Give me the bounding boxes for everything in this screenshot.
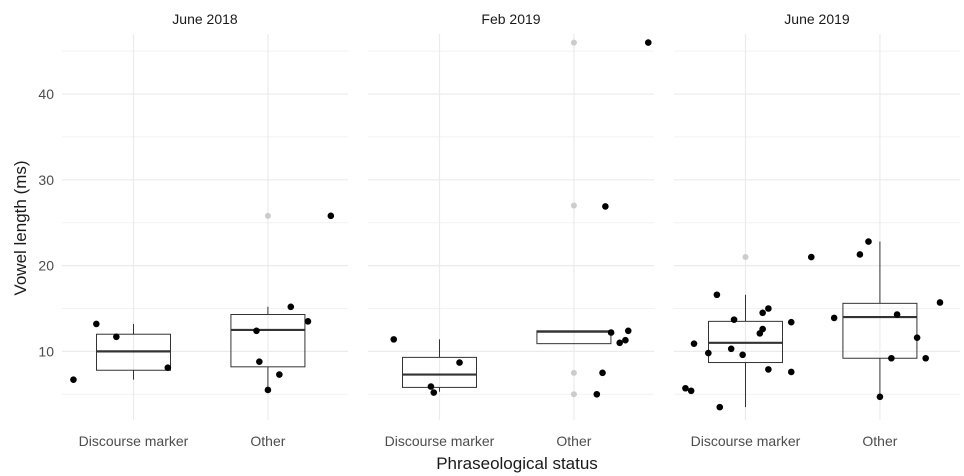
data-point	[759, 309, 766, 317]
data-point	[624, 327, 632, 335]
data-point	[705, 349, 712, 357]
data-point	[687, 387, 695, 395]
data-point	[616, 339, 623, 347]
data-point	[327, 212, 335, 220]
data-point	[113, 333, 120, 341]
data-point	[253, 327, 260, 335]
data-point	[593, 390, 601, 398]
data-point	[830, 314, 838, 322]
data-point	[716, 403, 724, 411]
data-point	[390, 336, 398, 343]
y-tick-label: 10	[38, 343, 54, 359]
data-point	[427, 383, 435, 390]
box	[230, 313, 306, 368]
data-point	[913, 334, 921, 341]
data-point	[599, 369, 606, 377]
outlier-point	[570, 391, 577, 398]
x-axis-title: Phraseological status	[436, 454, 598, 473]
data-point	[739, 351, 746, 359]
panel-2: Feb 2019 Discourse marker Other	[368, 11, 654, 449]
data-point	[644, 39, 652, 46]
box	[402, 356, 477, 388]
y-axis-title: Vowel length (ms)	[11, 160, 30, 295]
y-tick-label: 30	[38, 172, 54, 188]
data-point	[787, 318, 795, 326]
data-point	[856, 251, 864, 258]
data-point	[70, 376, 77, 383]
data-point	[727, 345, 735, 353]
data-point	[756, 330, 764, 337]
x-tick-label: Discourse marker	[385, 433, 495, 449]
y-axis: 10 20 30 40	[38, 86, 54, 359]
x-tick-label: Other	[556, 433, 591, 449]
data-point	[922, 354, 929, 362]
x-tick-label: Discourse marker	[79, 433, 189, 449]
box	[842, 302, 918, 359]
data-point	[893, 311, 901, 318]
data-point	[276, 371, 283, 378]
data-point	[256, 358, 263, 365]
outlier-point	[742, 254, 749, 261]
data-point	[607, 329, 615, 336]
panel-title: June 2019	[784, 11, 850, 27]
box-group	[682, 253, 815, 411]
data-point	[287, 303, 295, 311]
panels: June 2018 Discourse marker Other Feb 2019 Di…	[62, 11, 960, 449]
data-point	[876, 393, 884, 401]
data-point	[713, 291, 721, 299]
panel-3: June 2019 Discourse marker Other	[674, 11, 960, 449]
y-tick-label: 20	[38, 258, 54, 274]
data-point	[730, 316, 738, 323]
panel-title: June 2018	[172, 11, 238, 27]
outlier-point	[570, 39, 577, 46]
x-tick-label: Other	[250, 433, 285, 449]
data-point	[93, 320, 100, 328]
x-tick-label: Other	[862, 433, 897, 449]
data-point	[765, 366, 772, 373]
y-tick-label: 40	[38, 86, 54, 102]
data-point	[865, 238, 872, 245]
data-point	[807, 253, 815, 261]
data-point	[456, 359, 463, 366]
data-point	[690, 340, 698, 347]
data-point	[936, 299, 944, 306]
panel-title: Feb 2019	[481, 11, 540, 27]
data-point	[264, 386, 272, 394]
outlier-point	[570, 369, 577, 376]
data-point	[304, 318, 312, 325]
data-point	[765, 305, 772, 312]
data-point	[888, 354, 895, 362]
data-point	[164, 364, 172, 371]
data-point	[602, 203, 609, 210]
data-point	[682, 384, 689, 392]
data-point	[430, 389, 438, 396]
box-group	[536, 39, 652, 398]
box-group	[230, 212, 335, 394]
data-point	[622, 336, 629, 344]
data-point	[787, 368, 795, 376]
panel-1: June 2018 Discourse marker Other	[62, 11, 348, 449]
box-group	[830, 238, 944, 401]
x-tick-label: Discourse marker	[691, 433, 801, 449]
outlier-point	[264, 212, 271, 219]
box-group	[70, 320, 172, 383]
outlier-point	[570, 202, 577, 209]
box-group	[390, 336, 477, 396]
